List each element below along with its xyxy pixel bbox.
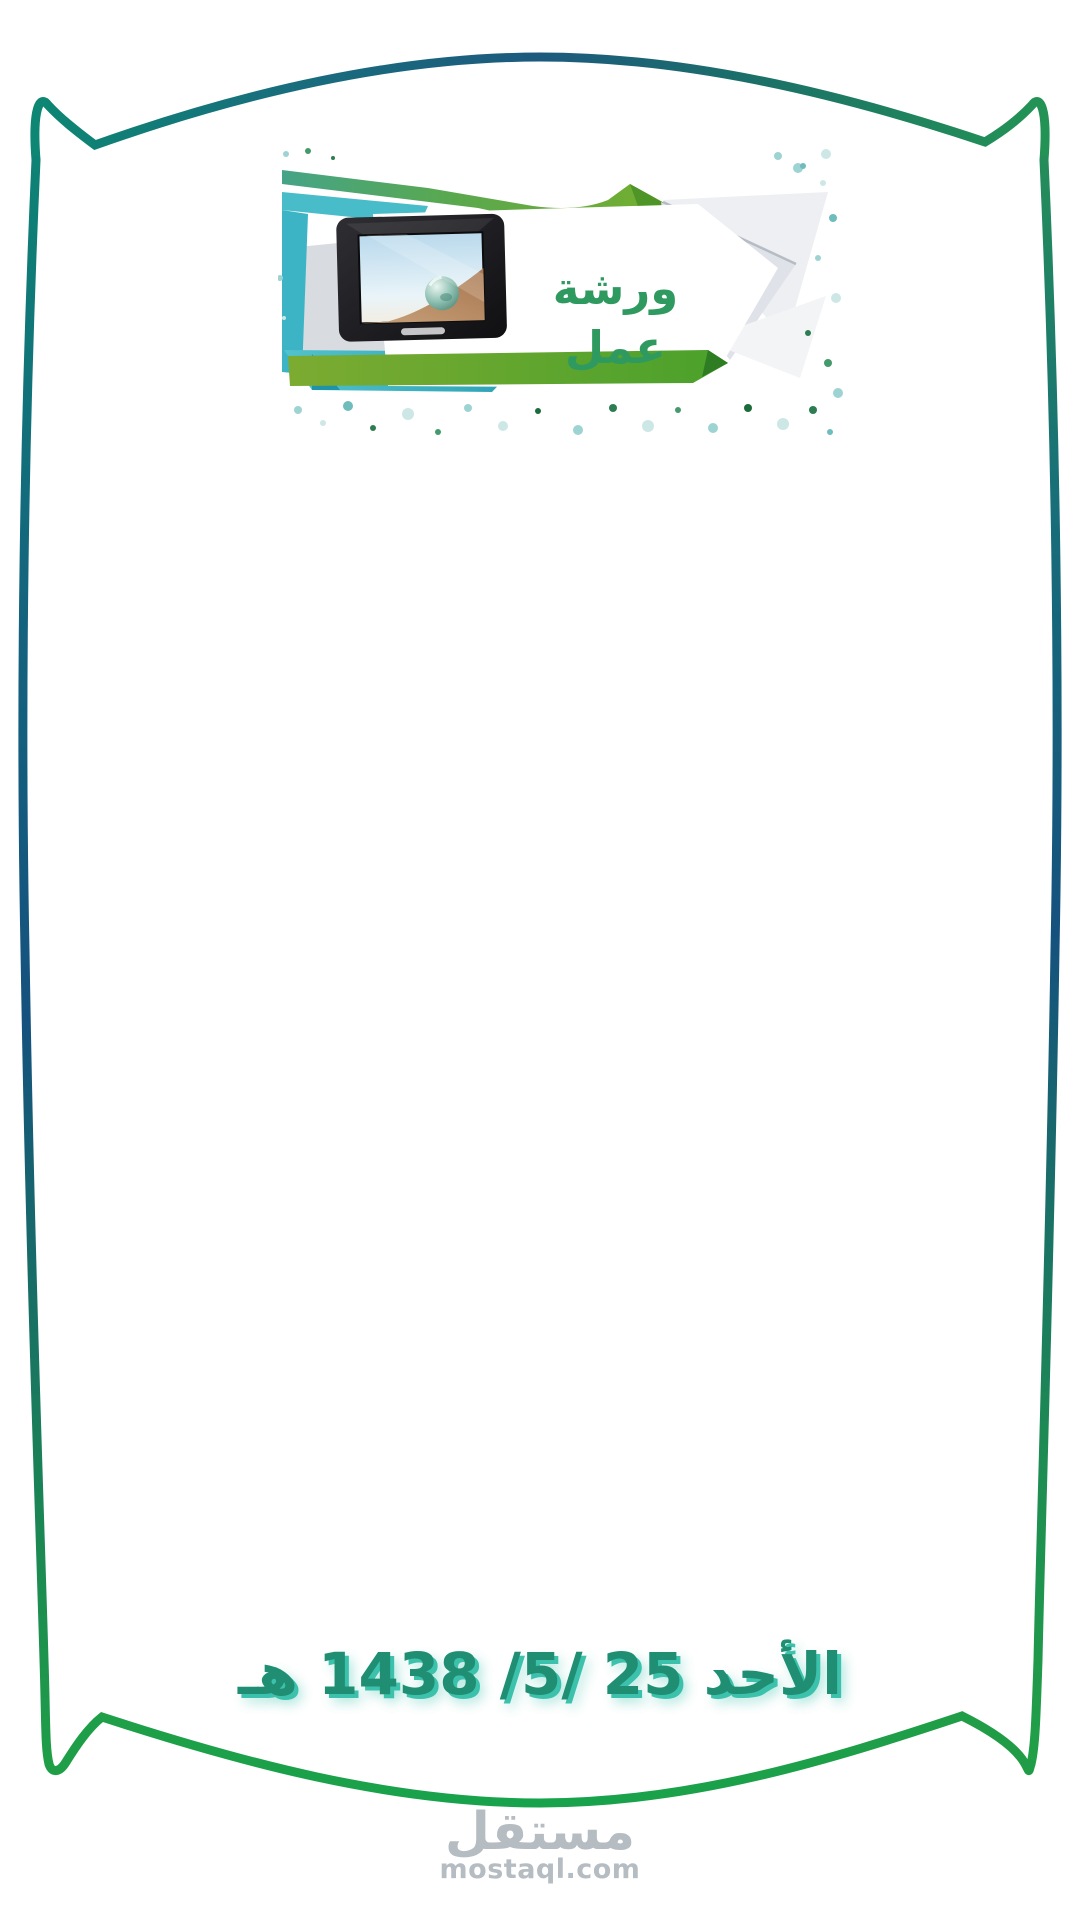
border-top <box>30 52 1050 165</box>
dune-photo <box>360 268 485 324</box>
olive-ribbon-bottom <box>288 350 728 386</box>
watermark-domain: mostaql.com <box>439 1854 641 1885</box>
tablet-photo-frame-icon <box>336 213 507 342</box>
banner-title: ورشة عمل <box>552 262 679 374</box>
watermark-logo: مستقل <box>444 1802 636 1862</box>
watermark: مستقل mostaql.com <box>0 1806 1080 1883</box>
banner-collage-graphic <box>278 148 843 435</box>
border-left <box>18 155 54 1769</box>
olive-ribbon-tip <box>702 350 728 377</box>
green-ribbon-arrow <box>630 184 666 212</box>
banner-header: ورشة عمل <box>278 148 844 444</box>
speckle-decoration <box>278 148 843 435</box>
tablet-button <box>401 327 445 336</box>
border-bottom <box>44 1711 1036 1808</box>
border-right <box>1026 155 1062 1769</box>
paper-plane-small <box>703 296 826 378</box>
teal-strip-left <box>282 210 308 374</box>
glass-globe <box>425 276 460 311</box>
hijri-date-text: الأحد 25 /5/ 1438 هـ <box>237 1640 843 1708</box>
green-ribbon-top <box>282 170 666 219</box>
